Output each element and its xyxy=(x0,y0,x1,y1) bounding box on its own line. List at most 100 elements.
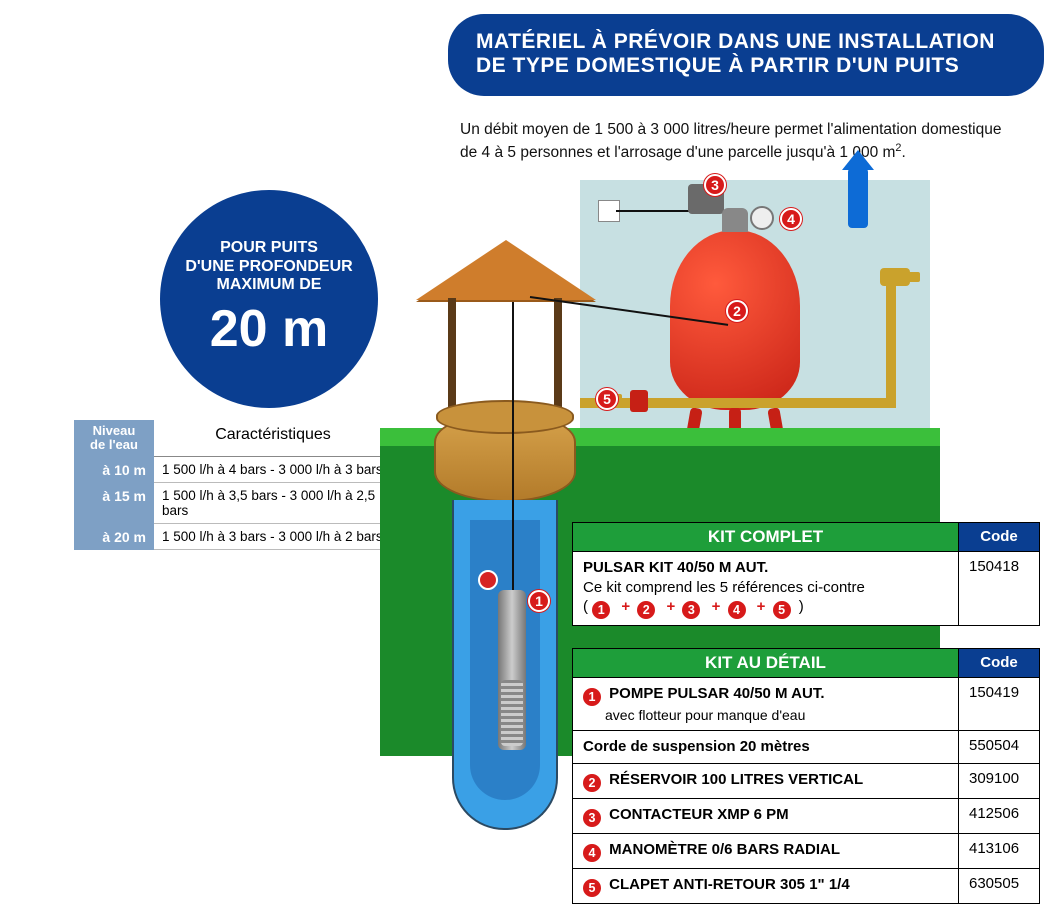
char-header-row: Niveau de l'eau Caractéristiques xyxy=(74,420,392,457)
row-label: Corde de suspension 20 mètres xyxy=(583,738,810,755)
char-header-level: Niveau de l'eau xyxy=(74,420,154,457)
circle-big: 20 m xyxy=(210,299,329,359)
kit-detail-desc: 3 CONTACTEUR XMP 6 PM xyxy=(573,799,959,833)
well-roof xyxy=(416,240,596,310)
plus-sign: + xyxy=(663,598,678,615)
submersible-pump xyxy=(498,590,526,750)
characteristics-table: Niveau de l'eau Caractéristiques à 10 m … xyxy=(74,420,392,550)
row-code: 309100 xyxy=(959,764,1039,798)
intro-part-a: Un débit moyen de 1 500 à 3 000 litres/h… xyxy=(460,121,1001,161)
well-ring xyxy=(434,412,576,502)
row-badge: 3 xyxy=(583,809,601,827)
kit-detail-desc: 1 POMPE PULSAR 40/50 M AUT. avec flotteu… xyxy=(573,678,959,730)
paren-open: ( xyxy=(583,598,588,615)
header-pill: MATÉRIEL À PRÉVOIR DANS UNE INSTALLATION… xyxy=(448,14,1044,96)
row-label: MANOMÈTRE 0/6 BARS RADIAL xyxy=(609,841,840,858)
plus-sign: + xyxy=(618,598,633,615)
header-line-1: MATÉRIEL À PRÉVOIR DANS UNE INSTALLATION xyxy=(476,30,1016,54)
kit-detail-row: Corde de suspension 20 mètres 550504 xyxy=(573,730,1039,763)
paren-close: ) xyxy=(799,598,804,615)
row-sub: avec flotteur pour manque d'eau xyxy=(583,706,950,724)
diagram-badge-3: 3 xyxy=(704,174,726,196)
depth-circle: POUR PUITS D'UNE PROFONDEUR MAXIMUM DE 2… xyxy=(160,190,378,408)
kit-detail-desc: 4 MANOMÈTRE 0/6 BARS RADIAL xyxy=(573,834,959,868)
diagram-badge-5: 5 xyxy=(596,388,618,410)
intro-text: Un débit moyen de 1 500 à 3 000 litres/h… xyxy=(460,120,1020,164)
wire xyxy=(616,210,692,212)
kit-complet-header: KIT COMPLET Code xyxy=(573,523,1039,551)
char-spec: 1 500 l/h à 4 bars - 3 000 l/h à 3 bars xyxy=(154,457,392,483)
pipe xyxy=(796,398,896,408)
kit-detail-desc: 5 CLAPET ANTI-RETOUR 305 1" 1/4 xyxy=(573,869,959,903)
row-badge: 5 xyxy=(583,879,601,897)
row-badge: 1 xyxy=(583,688,601,706)
char-header-level-l1: Niveau xyxy=(93,423,136,438)
circle-line-1: POUR PUITS xyxy=(220,239,318,257)
char-header-spec: Caractéristiques xyxy=(154,420,392,457)
row-label: RÉSERVOIR 100 LITRES VERTICAL xyxy=(609,771,863,788)
ref-badge-5: 5 xyxy=(773,601,791,619)
char-level: à 10 m xyxy=(74,457,154,483)
float-switch xyxy=(478,570,498,590)
well-post xyxy=(554,298,562,418)
kit-detail-title: KIT AU DÉTAIL xyxy=(573,649,959,677)
row-code: 150419 xyxy=(959,678,1039,730)
pressure-gauge xyxy=(750,206,774,230)
kit-complet-desc: PULSAR KIT 40/50 M AUT. Ce kit comprend … xyxy=(573,552,959,625)
row-code: 630505 xyxy=(959,869,1039,903)
kit-detail-row: 2 RÉSERVOIR 100 LITRES VERTICAL 309100 xyxy=(573,763,1039,798)
pipe-up-arrow xyxy=(848,168,868,228)
char-header-level-l2: de l'eau xyxy=(90,437,138,452)
kit-detail-row: 4 MANOMÈTRE 0/6 BARS RADIAL 413106 xyxy=(573,833,1039,868)
char-row: à 20 m 1 500 l/h à 3 bars - 3 000 l/h à … xyxy=(74,524,392,550)
well xyxy=(420,240,590,740)
ref-badge-4: 4 xyxy=(728,601,746,619)
circle-line-2: D'UNE PROFONDEUR xyxy=(185,258,352,276)
kit-complet-desc-line: Ce kit comprend les 5 références ci-cont… xyxy=(583,579,865,596)
kit-detail-code-header: Code xyxy=(959,649,1039,677)
intro-part-b: . xyxy=(901,144,905,161)
diagram-badge-4: 4 xyxy=(780,208,802,230)
row-code: 412506 xyxy=(959,799,1039,833)
row-label: CLAPET ANTI-RETOUR 305 1" 1/4 xyxy=(609,876,850,893)
kit-detail-row: 5 CLAPET ANTI-RETOUR 305 1" 1/4 630505 xyxy=(573,868,1039,903)
circle-line-3: MAXIMUM DE xyxy=(217,276,322,294)
row-label: CONTACTEUR XMP 6 PM xyxy=(609,806,788,823)
row-badge: 4 xyxy=(583,844,601,862)
ref-badge-1: 1 xyxy=(592,601,610,619)
char-spec: 1 500 l/h à 3,5 bars - 3 000 l/h à 2,5 b… xyxy=(154,483,392,524)
char-row: à 10 m 1 500 l/h à 4 bars - 3 000 l/h à … xyxy=(74,457,392,483)
char-row: à 15 m 1 500 l/h à 3,5 bars - 3 000 l/h … xyxy=(74,483,392,524)
plus-sign: + xyxy=(754,598,769,615)
row-code: 550504 xyxy=(959,731,1039,763)
tank-neck xyxy=(722,208,748,232)
diagram-badge-2: 2 xyxy=(726,300,748,322)
row-badge: 2 xyxy=(583,774,601,792)
kit-complet-code: 150418 xyxy=(959,552,1039,625)
row-code: 413106 xyxy=(959,834,1039,868)
well-post xyxy=(448,298,456,418)
kit-detail-header: KIT AU DÉTAIL Code xyxy=(573,649,1039,677)
row-label: POMPE PULSAR 40/50 M AUT. xyxy=(609,685,824,702)
header-line-2: DE TYPE DOMESTIQUE À PARTIR D'UN PUITS xyxy=(476,54,1016,78)
char-level: à 15 m xyxy=(74,483,154,524)
ref-badge-2: 2 xyxy=(637,601,655,619)
kit-complet-title: KIT COMPLET xyxy=(573,523,959,551)
kit-detail-row: 1 POMPE PULSAR 40/50 M AUT. avec flotteu… xyxy=(573,677,1039,730)
kit-complet-code-header: Code xyxy=(959,523,1039,551)
kit-detail-table: KIT AU DÉTAIL Code 1 POMPE PULSAR 40/50 … xyxy=(572,648,1040,904)
kit-detail-desc: 2 RÉSERVOIR 100 LITRES VERTICAL xyxy=(573,764,959,798)
kit-complet-row: PULSAR KIT 40/50 M AUT. Ce kit comprend … xyxy=(573,551,1039,625)
kit-detail-row: 3 CONTACTEUR XMP 6 PM 412506 xyxy=(573,798,1039,833)
ref-badge-3: 3 xyxy=(682,601,700,619)
kit-complet-product: PULSAR KIT 40/50 M AUT. xyxy=(583,559,768,576)
diagram-badge-1: 1 xyxy=(528,590,550,612)
char-level: à 20 m xyxy=(74,524,154,550)
pipe xyxy=(886,278,896,408)
check-valve xyxy=(630,390,648,412)
suspension-cord xyxy=(512,302,514,592)
char-spec: 1 500 l/h à 3 bars - 3 000 l/h à 2 bars xyxy=(154,524,392,550)
kit-complet-table: KIT COMPLET Code PULSAR KIT 40/50 M AUT.… xyxy=(572,522,1040,626)
plus-sign: + xyxy=(709,598,724,615)
kit-detail-desc: Corde de suspension 20 mètres xyxy=(573,731,959,763)
